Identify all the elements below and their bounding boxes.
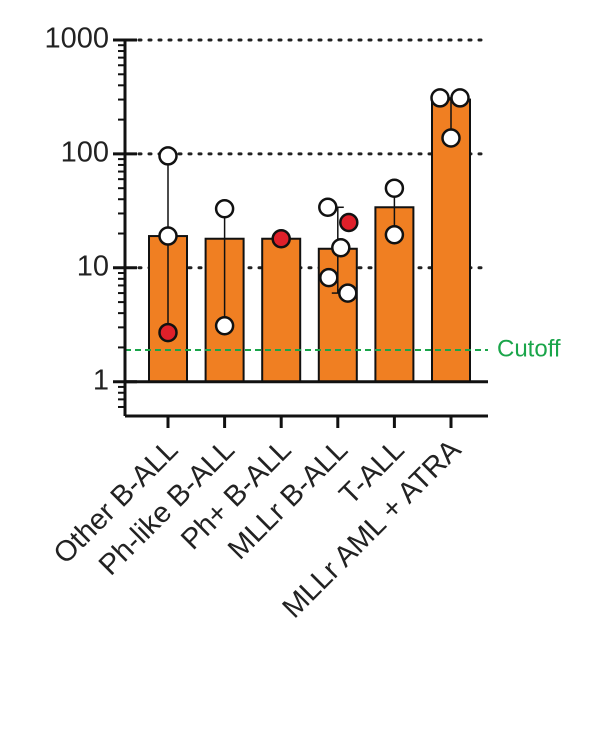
data-point	[158, 226, 178, 246]
data-point	[450, 88, 470, 108]
cutoff-label: Cutoff	[497, 335, 561, 362]
data-point	[214, 198, 235, 219]
data-point	[339, 212, 359, 233]
data-point	[319, 267, 339, 288]
data-point	[384, 178, 405, 198]
data-point	[441, 128, 461, 148]
data-point	[271, 228, 291, 249]
y-tick-label: 10	[77, 250, 109, 282]
data-point	[318, 197, 338, 218]
y-tick-label: 1000	[44, 23, 109, 55]
data-point	[331, 238, 351, 258]
data-point	[430, 88, 450, 108]
data-point	[338, 283, 358, 303]
data-point	[158, 322, 178, 343]
y-tick-label: 100	[61, 137, 109, 169]
data-point	[384, 225, 405, 245]
bar	[261, 237, 302, 383]
data-point	[158, 146, 178, 166]
y-tick-label: 1	[93, 364, 109, 396]
data-point	[214, 315, 235, 336]
